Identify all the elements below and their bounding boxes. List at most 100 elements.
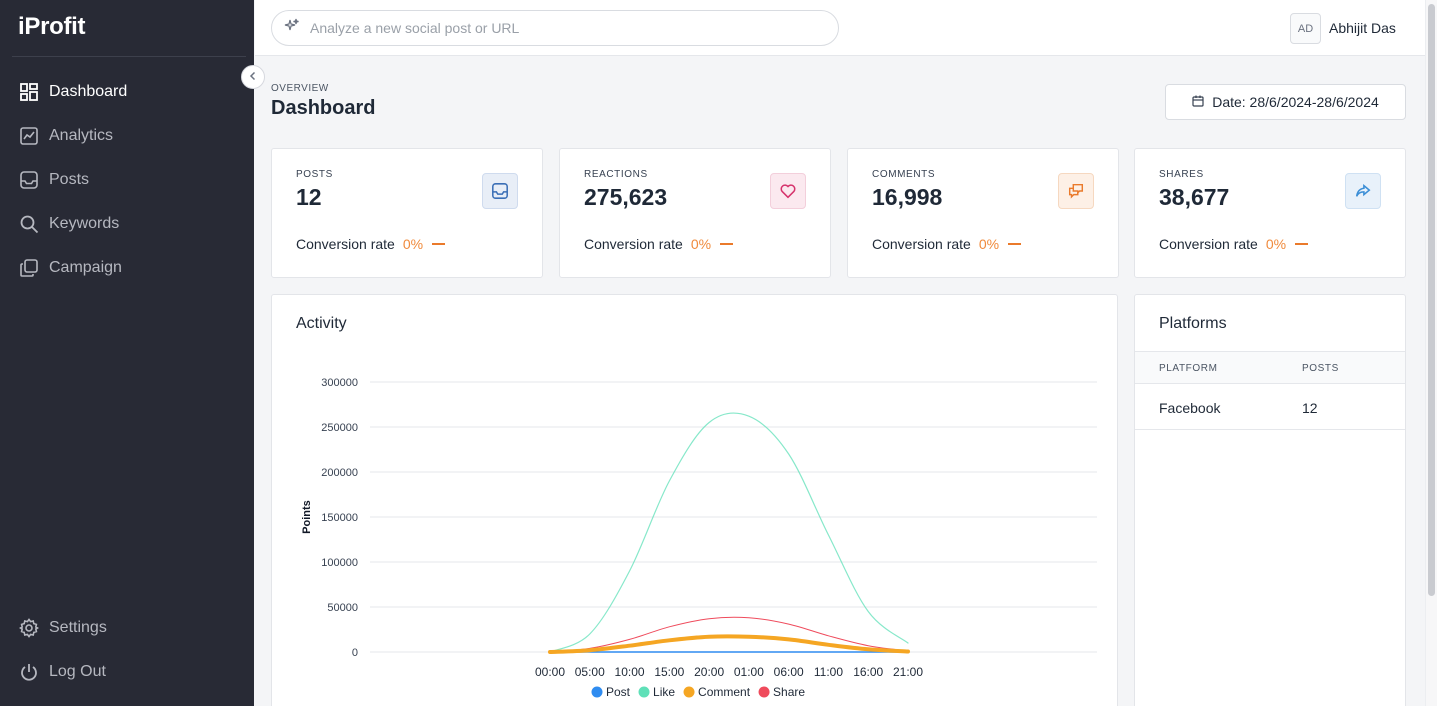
- activity-chart: 0 50000 100000 150000 200000 250000 300000 Poin…: [301, 377, 1097, 699]
- stat-label: COMMENTS: [872, 169, 936, 180]
- stat-label: SHARES: [1159, 169, 1204, 180]
- table-row[interactable]: Facebook 12: [1135, 384, 1405, 430]
- topbar: AD Abhijit Das: [255, 0, 1425, 56]
- stat-card-comments: COMMENTS 16,998 Conversion rate 0%: [847, 148, 1119, 278]
- neutral-trend-icon: [1008, 243, 1022, 245]
- search-bar[interactable]: [271, 10, 839, 46]
- conversion-value: 0%: [978, 236, 1000, 252]
- dashboard-icon: [18, 82, 39, 103]
- date-range-label: Date: 28/6/2024-28/6/2024: [1212, 94, 1379, 110]
- series-line-like: [549, 412, 909, 653]
- copy-icon: [18, 258, 39, 279]
- sidebar-item-label: Posts: [49, 171, 90, 188]
- app-logo[interactable]: iProfit: [18, 13, 86, 40]
- y-axis-label: Points: [301, 500, 313, 534]
- conversion-value: 0%: [1265, 236, 1287, 252]
- table-header: PLATFORM POSTS: [1135, 351, 1405, 384]
- conversion-value: 0%: [690, 236, 712, 252]
- column-header-posts[interactable]: POSTS: [1302, 363, 1339, 374]
- sidebar-item-campaign[interactable]: Campaign: [18, 256, 122, 280]
- y-tick-label: 50000: [327, 602, 358, 614]
- neutral-trend-icon: [432, 243, 446, 245]
- date-range-button[interactable]: Date: 28/6/2024-28/6/2024: [1165, 84, 1406, 120]
- activity-card: Activity 0 50000 100000 150000 200000 250000 3…: [271, 294, 1118, 706]
- platform-posts: 12: [1302, 400, 1318, 416]
- conversion-label: Conversion rate: [296, 236, 395, 252]
- scrollbar-thumb[interactable]: [1428, 4, 1435, 596]
- activity-title: Activity: [296, 315, 347, 332]
- stat-card-reactions: REACTIONS 275,623 Conversion rate 0%: [559, 148, 831, 278]
- page-title: Dashboard: [271, 97, 376, 119]
- conversion-label: Conversion rate: [584, 236, 683, 252]
- conversion-label: Conversion rate: [872, 236, 971, 252]
- sidebar-item-label: Dashboard: [49, 83, 128, 100]
- sidebar: iProfit Dashboard Analytics Posts Keywor…: [0, 0, 254, 706]
- platforms-title: Platforms: [1159, 315, 1227, 332]
- sidebar-item-label: Log Out: [49, 663, 106, 680]
- stat-card-shares: SHARES 38,677 Conversion rate 0%: [1134, 148, 1406, 278]
- inbox-icon: [18, 170, 39, 191]
- platform-name: Facebook: [1159, 400, 1221, 416]
- y-tick-label: 300000: [321, 377, 358, 389]
- x-tick-label: 16:00: [853, 665, 883, 679]
- search-icon: [18, 214, 39, 235]
- sidebar-collapse-button[interactable]: [241, 65, 265, 89]
- conversion-rate: Conversion rate 0%: [1159, 236, 1309, 252]
- series-line-comment: [548, 634, 910, 654]
- chat-icon: [1058, 173, 1094, 209]
- stat-value: 12: [296, 184, 322, 210]
- stat-value: 275,623: [584, 184, 668, 210]
- conversion-value: 0%: [402, 236, 424, 252]
- x-tick-label: 00:00: [535, 665, 565, 679]
- sidebar-item-posts[interactable]: Posts: [18, 168, 89, 192]
- series-line-share: [549, 616, 909, 653]
- analytics-icon: [18, 126, 39, 147]
- x-tick-label: 20:00: [694, 665, 724, 679]
- conversion-rate: Conversion rate 0%: [872, 236, 1022, 252]
- neutral-trend-icon: [1295, 243, 1309, 245]
- conversion-rate: Conversion rate 0%: [296, 236, 446, 252]
- x-tick-label: 05:00: [575, 665, 605, 679]
- power-icon: [18, 662, 39, 683]
- legend-label-comment: Comment: [698, 685, 751, 699]
- legend-marker-like: [638, 686, 650, 698]
- page-overline: OVERVIEW: [271, 83, 329, 94]
- sidebar-item-label: Keywords: [49, 215, 120, 232]
- avatar[interactable]: AD: [1290, 13, 1321, 44]
- sidebar-item-label: Settings: [49, 619, 107, 636]
- legend-marker-share: [758, 686, 770, 698]
- column-header-platform[interactable]: PLATFORM: [1159, 363, 1218, 374]
- neutral-trend-icon: [720, 243, 734, 245]
- stat-label: POSTS: [296, 169, 333, 180]
- platforms-card: Platforms PLATFORM POSTS Facebook 12: [1134, 294, 1406, 706]
- sidebar-item-settings[interactable]: Settings: [18, 616, 107, 640]
- search-input[interactable]: [310, 20, 810, 36]
- calendar-icon: [1192, 94, 1204, 110]
- conversion-label: Conversion rate: [1159, 236, 1258, 252]
- legend-label-post: Post: [606, 685, 631, 699]
- stat-card-posts: POSTS 12 Conversion rate 0%: [271, 148, 543, 278]
- user-name[interactable]: Abhijit Das: [1329, 20, 1396, 36]
- y-tick-label: 250000: [321, 422, 358, 434]
- x-tick-label: 06:00: [774, 665, 804, 679]
- stat-value: 38,677: [1159, 184, 1230, 210]
- sidebar-item-analytics[interactable]: Analytics: [18, 124, 113, 148]
- chevron-left-icon: [248, 68, 258, 86]
- x-tick-label: 21:00: [893, 665, 923, 679]
- sidebar-item-logout[interactable]: Log Out: [18, 660, 106, 684]
- x-tick-label: 01:00: [734, 665, 764, 679]
- sidebar-item-keywords[interactable]: Keywords: [18, 212, 119, 236]
- y-tick-label: 100000: [321, 557, 358, 569]
- sidebar-item-dashboard[interactable]: Dashboard: [18, 80, 127, 104]
- inbox-icon: [482, 173, 518, 209]
- heart-icon: [770, 173, 806, 209]
- sidebar-item-label: Campaign: [49, 259, 122, 276]
- legend-label-like: Like: [653, 685, 675, 699]
- legend-marker-post: [591, 686, 603, 698]
- stat-value: 16,998: [872, 184, 943, 210]
- stat-label: REACTIONS: [584, 169, 648, 180]
- share-icon: [1345, 173, 1381, 209]
- y-tick-label: 150000: [321, 512, 358, 524]
- x-tick-label: 15:00: [654, 665, 684, 679]
- y-tick-label: 200000: [321, 467, 358, 479]
